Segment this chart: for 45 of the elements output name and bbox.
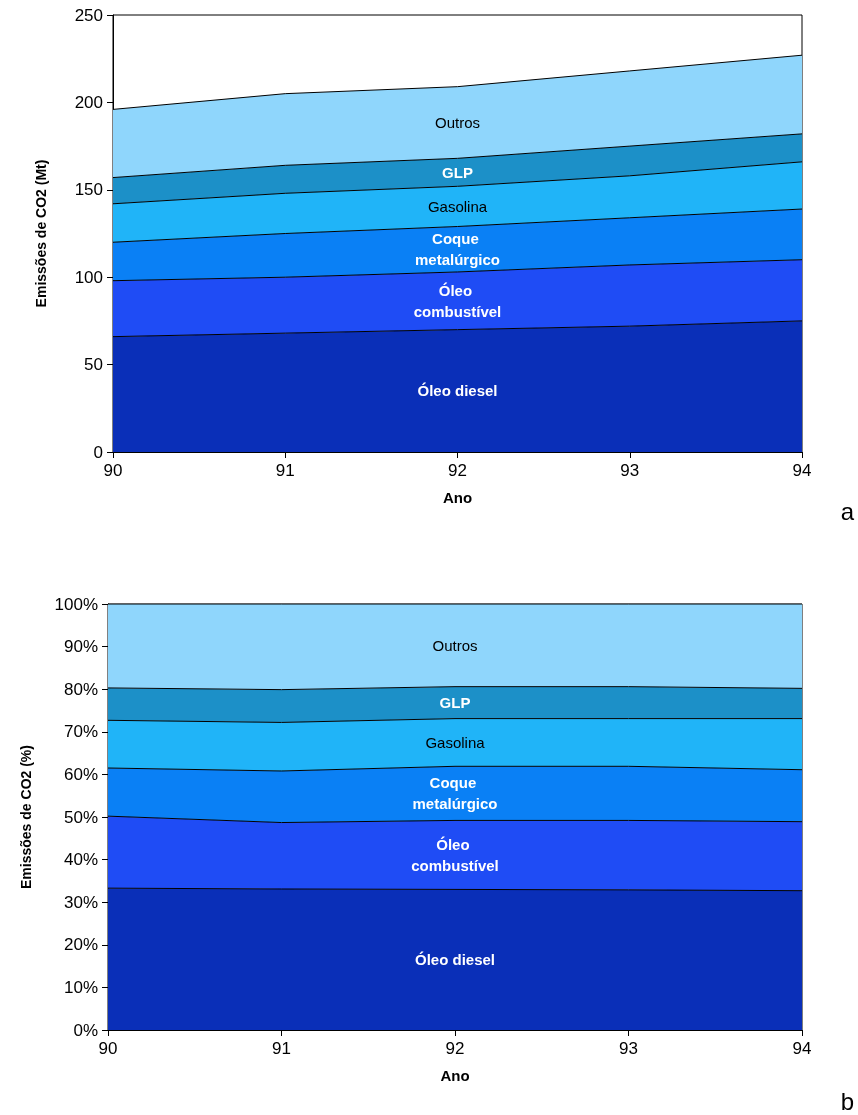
x-tick-label: 91 <box>272 1039 291 1058</box>
series-label: Gasolina <box>427 197 488 215</box>
x-tick-label: 94 <box>792 1039 812 1058</box>
x-tick-label: 93 <box>619 1039 638 1058</box>
y-tick-label: 50% <box>63 807 98 827</box>
y-tick-label: 100% <box>54 594 98 614</box>
series-label: Óleo combustível <box>413 281 502 320</box>
y-tick-label: 60% <box>63 764 98 784</box>
x-tick-label: 93 <box>620 461 640 480</box>
y-axis-title: Emissões de CO2 (%) <box>18 745 34 889</box>
y-tick-label: 40% <box>63 850 98 870</box>
y-axis-title: Emissões de CO2 (Mt) <box>33 159 49 308</box>
y-tick-label: 90% <box>63 637 98 657</box>
y-tick-label: 30% <box>63 892 98 912</box>
series-label: GLP <box>439 694 471 712</box>
x-axis-title: Ano <box>442 489 473 506</box>
series-label: Coque metalúrgico <box>412 774 498 813</box>
y-tick-label: 0% <box>73 1020 98 1040</box>
x-tick-label: 94 <box>792 461 812 480</box>
y-tick-label: 150 <box>74 180 103 200</box>
series-label: Outros <box>432 636 478 654</box>
x-tick-label: 92 <box>445 1039 465 1058</box>
y-tick-label: 70% <box>63 722 98 742</box>
x-axis-title: Ano <box>440 1067 470 1084</box>
series-label: Gasolina <box>425 733 486 751</box>
series-label: Óleo diesel <box>417 382 498 400</box>
y-tick-label: 20% <box>63 935 98 955</box>
text: a <box>840 497 855 525</box>
series-label: Óleo diesel <box>414 951 496 969</box>
x-tick-label: 92 <box>448 461 467 480</box>
x-tick-label: 90 <box>98 1039 118 1058</box>
series-label: Óleo combustível <box>411 835 499 874</box>
text: b <box>840 1087 855 1115</box>
y-tick-label: 0 <box>93 442 103 462</box>
series-label: Coque metalúrgico <box>414 230 501 269</box>
y-tick-label: 250 <box>74 5 103 25</box>
y-tick-label: 100 <box>74 267 103 287</box>
x-tick-label: 90 <box>103 461 123 480</box>
series-label: GLP <box>442 163 473 181</box>
y-tick-label: 200 <box>74 92 103 112</box>
x-tick-label: 91 <box>275 461 295 480</box>
y-tick-label: 10% <box>63 977 98 997</box>
y-tick-label: 50 <box>84 355 103 375</box>
series-label: Outros <box>434 114 481 131</box>
y-tick-label: 80% <box>63 679 98 699</box>
